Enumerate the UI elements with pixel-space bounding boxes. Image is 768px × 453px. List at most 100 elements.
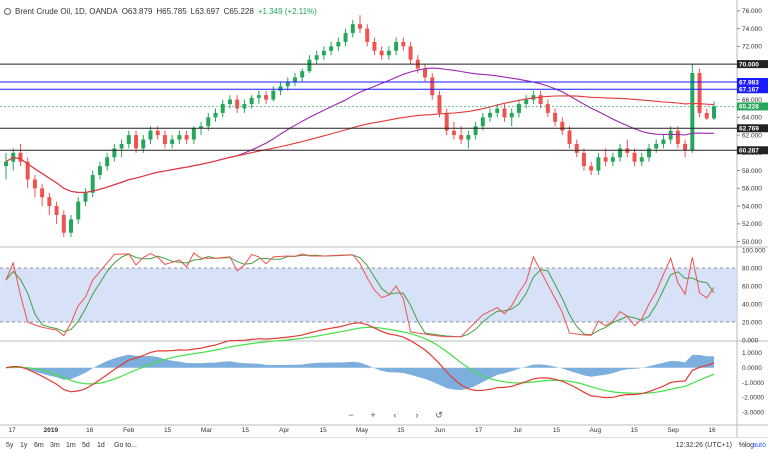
candle-body: [220, 104, 225, 113]
price-label-box: [737, 102, 768, 111]
ma-red-line: [5, 95, 715, 193]
time-axis-label: Mar: [201, 427, 213, 434]
zoom-out-button[interactable]: −: [348, 410, 354, 420]
legend-low: L63.697: [190, 6, 220, 16]
price-tick-label: 50.000: [742, 239, 762, 246]
time-axis-label: Apr: [279, 427, 290, 434]
range-5y-button[interactable]: 5y: [6, 442, 14, 449]
candle-body: [596, 157, 601, 171]
candle-body: [256, 95, 261, 98]
scroll-left-button[interactable]: ‹: [393, 410, 397, 420]
price-label-text: 67.167: [739, 87, 759, 94]
price-tick-label: 56.000: [742, 186, 762, 193]
candle-body: [386, 50, 391, 56]
candle-body: [683, 143, 688, 151]
candle-body: [712, 106, 716, 119]
candle-body: [336, 41, 341, 47]
macd-tick-label: -3.0000: [742, 409, 764, 416]
candle-body: [83, 192, 88, 202]
stoch-band-fill: [0, 268, 737, 322]
chart-canvas[interactable]: 76.00074.00072.00070.00068.00066.00064.0…: [0, 0, 768, 437]
candle-body: [90, 175, 95, 193]
log-scale-toggle[interactable]: log: [744, 442, 754, 449]
candle-body: [668, 130, 673, 140]
price-label-text: 62.769: [739, 126, 759, 133]
stoch-tick-label: 40.000: [742, 301, 762, 308]
time-axis-label: 16: [708, 427, 716, 434]
candle-body: [148, 130, 153, 140]
candle-body: [538, 95, 543, 105]
goto-date-button[interactable]: Go to...: [114, 442, 137, 449]
candle-body: [639, 157, 644, 162]
time-axis-label: Feb: [123, 427, 135, 434]
candle-body: [199, 126, 204, 128]
stoch-tick-label: 80.000: [742, 265, 762, 272]
candle-body: [632, 152, 637, 162]
legend-toggle-icon[interactable]: [4, 7, 11, 15]
legend-close: C65.228: [223, 6, 254, 16]
candle-body: [516, 104, 521, 113]
candle-body: [126, 135, 131, 144]
stoch-tick-label: 0.000: [742, 337, 759, 344]
time-axis-label: Jul: [513, 427, 522, 434]
candle-body: [350, 24, 355, 34]
time-axis-label: 15: [319, 427, 327, 434]
candle-body: [105, 157, 110, 167]
clock-readout[interactable]: 12:32:26 (UTC+1): [675, 442, 732, 449]
candle-body: [40, 188, 45, 198]
price-tick-label: 64.000: [742, 115, 762, 122]
macd-tick-label: -2.0000: [742, 395, 764, 402]
candle-body: [4, 161, 8, 167]
candle-body: [18, 152, 23, 162]
range-1m-button[interactable]: 1m: [66, 442, 76, 449]
legend-symbol: Brent Crude Oil, 1D, OANDA: [15, 6, 118, 16]
macd-line: [5, 322, 715, 399]
candle-body: [466, 135, 471, 140]
time-axis-label: 15: [164, 427, 172, 434]
price-tick-label: 52.000: [742, 221, 762, 228]
price-tick-label: 58.000: [742, 168, 762, 175]
reset-chart-button[interactable]: ↺: [435, 410, 443, 420]
candle-body: [97, 166, 102, 176]
price-label-text: 70.000: [739, 61, 759, 68]
candle-body: [300, 71, 305, 78]
candle-body: [69, 219, 74, 233]
candle-body: [285, 81, 290, 87]
candle-body: [191, 127, 196, 140]
candle-body: [509, 112, 514, 118]
range-5d-button[interactable]: 5d: [82, 442, 90, 449]
candle-body: [278, 86, 283, 91]
candle-body: [560, 121, 565, 131]
candle-body: [162, 135, 167, 144]
candle-body: [264, 95, 269, 100]
price-tick-label: 74.000: [742, 26, 762, 33]
candle-body: [379, 50, 384, 56]
candle-body: [618, 148, 623, 158]
zoom-in-button[interactable]: +: [370, 410, 376, 420]
stoch-k-line: [5, 252, 715, 338]
range-1y-button[interactable]: 1y: [20, 442, 28, 449]
candle-body: [589, 166, 594, 171]
price-label-box: [737, 85, 768, 94]
scroll-right-button[interactable]: ›: [415, 410, 419, 420]
candle-body: [141, 139, 146, 149]
candle-body: [358, 24, 362, 29]
range-3m-button[interactable]: 3m: [50, 442, 60, 449]
candle-body: [697, 72, 702, 113]
auto-scale-toggle[interactable]: auto: [752, 442, 766, 449]
range-6m-button[interactable]: 6m: [34, 442, 44, 449]
candle-body: [155, 130, 160, 136]
candle-body: [292, 77, 297, 82]
candle-body: [567, 130, 572, 144]
time-axis-label: 15: [397, 427, 405, 434]
range-1d-button[interactable]: 1d: [97, 442, 105, 449]
candle-body: [610, 157, 615, 162]
price-label-text: 60.287: [739, 148, 759, 155]
bottom-toolbar: 5y 1y 6m 3m 1m 5d 1d Go to... 12:32:26 (…: [0, 437, 768, 453]
percent-scale-toggle[interactable]: %: [738, 442, 745, 449]
price-label-box: [737, 78, 768, 87]
time-axis-label: 15: [242, 427, 250, 434]
candle-body: [134, 135, 139, 149]
candle-body: [408, 46, 413, 60]
candle-body: [423, 68, 428, 78]
